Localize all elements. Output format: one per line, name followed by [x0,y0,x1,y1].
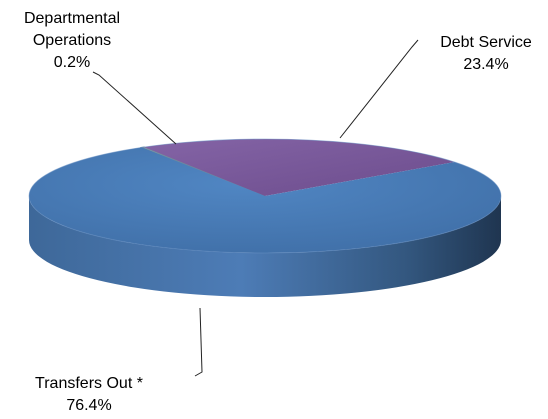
slice-label-departmental-operations: Operations [33,32,111,49]
leader-line-debt-service [339,39,419,139]
value-label-departmental-operations: 0.2% [54,54,90,71]
value-label-transfers-out: 76.4% [66,397,111,414]
pie-rim [28,138,502,254]
leader-lines [92,39,419,377]
slice-label-transfers-out: Transfers Out * [35,375,143,392]
pie-layer [28,138,502,297]
slice-label-departmental-operations: Departmental [24,10,120,27]
value-label-debt-service: 23.4% [463,56,508,73]
slice-label-debt-service: Debt Service [440,34,532,51]
slice-labels: Debt Service 23.4% Transfers Out * 76.4% Dep… [24,10,532,414]
pie-side-wall [29,196,501,297]
slice-transfers-out [29,147,502,254]
leader-line-transfers-out [194,307,203,377]
leader-line-departmental-operations [92,71,177,145]
slice-debt-service [144,139,455,196]
